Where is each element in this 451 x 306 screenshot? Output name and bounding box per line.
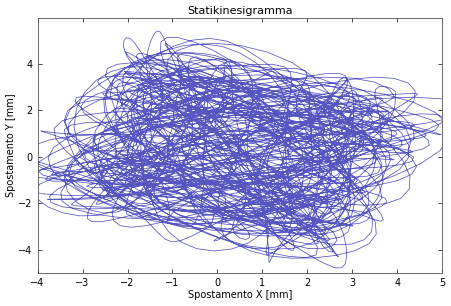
X-axis label: Spostamento X [mm]: Spostamento X [mm] — [188, 290, 292, 300]
Y-axis label: Spostamento Y [mm]: Spostamento Y [mm] — [5, 93, 15, 197]
Title: Statikinesigramma: Statikinesigramma — [187, 6, 293, 16]
